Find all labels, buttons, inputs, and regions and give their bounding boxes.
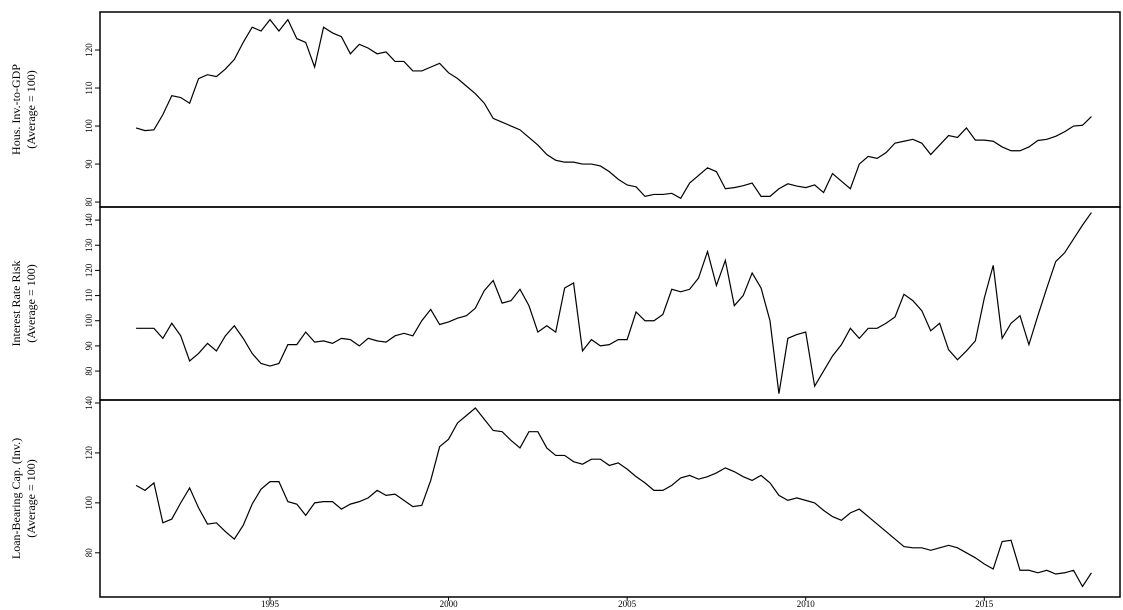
panel-frame [99,399,1121,598]
y-tick-label: 100 [84,119,94,133]
data-line [136,212,1092,394]
y-tick-label: 110 [84,288,94,302]
y-tick-label: 120 [84,446,94,460]
y-tick-label: 130 [84,238,94,252]
x-tick-label: 2005 [618,599,637,609]
y-tick-label: 120 [84,263,94,277]
y-axis-label: Interest Rate Risk [9,261,23,347]
y-tick-label: 80 [84,548,94,558]
panel-frame [99,11,1121,208]
y-tick-label: 90 [84,159,94,169]
y-axis-label: (Average = 100) [24,70,38,149]
y-axis-label: (Average = 100) [24,459,38,538]
y-tick-label: 120 [84,43,94,57]
y-tick-label: 110 [84,81,94,95]
y-tick-label: 80 [84,366,94,376]
data-line [135,18,1092,200]
y-tick-label: 140 [84,396,94,410]
y-axis-label: (Average = 100) [24,264,38,343]
y-tick-label: 80 [84,197,94,207]
x-tick-label: 2015 [975,599,994,609]
y-tick-label: 90 [84,341,94,351]
x-tick-label: 2000 [440,599,459,609]
panel-frame [99,206,1121,401]
x-tick-label: 2010 [797,599,816,609]
y-tick-label: 140 [84,213,94,227]
y-tick-label: 100 [84,313,94,327]
x-tick-label: 1995 [261,599,280,609]
y-axis-label: Hous. Inv.-to-GDP [9,64,23,155]
y-axis-label: Loan-Bearing Cap. (Inv.) [9,438,23,559]
y-tick-label: 100 [84,496,94,510]
data-line [135,407,1092,588]
